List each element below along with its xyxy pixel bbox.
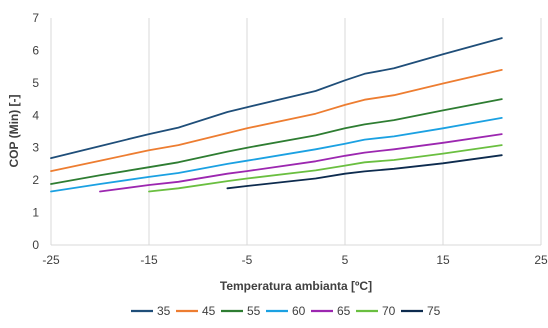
x-tick-label: 25 <box>534 253 548 267</box>
legend-label-60: 60 <box>292 304 306 318</box>
series-lines <box>50 37 503 193</box>
gridlines <box>50 18 542 246</box>
x-tick-label: -5 <box>242 253 253 267</box>
x-axis-title: Temperatura ambianta [ºC] <box>220 279 372 293</box>
x-tick-label: -25 <box>42 253 60 267</box>
legend-label-75: 75 <box>427 304 441 318</box>
y-tick-label: 0 <box>32 238 39 252</box>
series-line-60 <box>50 117 503 193</box>
series-line-35 <box>50 37 503 160</box>
series-line-45 <box>50 69 503 173</box>
legend-label-70: 70 <box>382 304 396 318</box>
legend-label-55: 55 <box>247 304 261 318</box>
y-tick-label: 3 <box>32 141 39 155</box>
legend-label-35: 35 <box>157 304 171 318</box>
y-axis-title: COP (Min) [-] <box>7 94 21 167</box>
legend: 35 45 55 60 65 70 75 <box>131 304 441 318</box>
y-tick-label: 7 <box>32 11 39 25</box>
x-tick-label: -15 <box>140 253 158 267</box>
y-tick-label: 5 <box>32 76 39 90</box>
series-line-75 <box>226 154 503 190</box>
tick-labels: -25 -15 -5 5 15 25 0 1 2 3 4 5 6 7 <box>32 11 548 267</box>
y-tick-label: 6 <box>32 43 39 57</box>
y-tick-label: 2 <box>32 173 39 187</box>
x-tick-label: 15 <box>436 253 450 267</box>
series-line-70 <box>148 144 503 193</box>
x-tick-label: 5 <box>342 253 349 267</box>
y-tick-label: 1 <box>32 206 39 220</box>
y-tick-label: 4 <box>32 108 39 122</box>
legend-label-65: 65 <box>337 304 351 318</box>
legend-label-45: 45 <box>202 304 216 318</box>
series-line-65 <box>99 133 503 193</box>
series-line-55 <box>50 98 503 185</box>
